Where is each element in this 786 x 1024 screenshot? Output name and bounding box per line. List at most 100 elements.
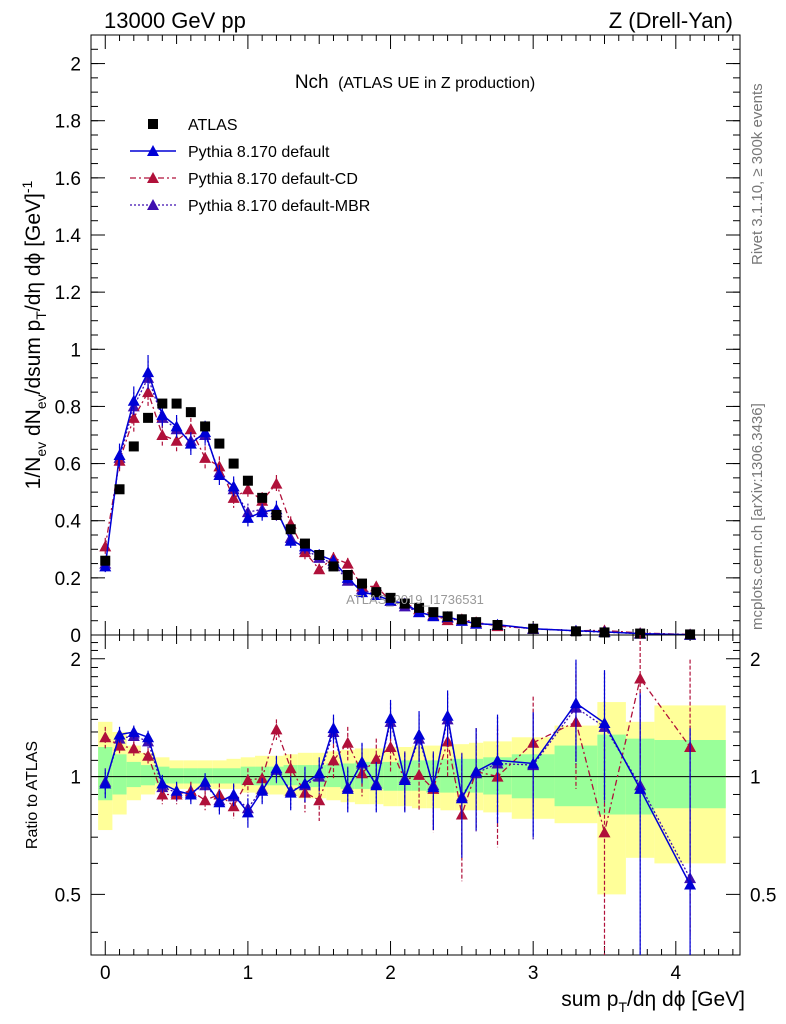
ratio-data-point	[213, 796, 226, 808]
data-point	[342, 570, 353, 580]
ratio-data-point	[156, 777, 169, 789]
uncertainty-band-green	[183, 768, 198, 784]
legend-label: Pythia 8.170 default-CD	[188, 171, 358, 188]
plot-title-main: Nch	[295, 72, 329, 93]
ratio-data-point	[384, 741, 397, 752]
data-point	[100, 555, 111, 566]
ratio-data-point	[256, 772, 269, 784]
ratio-data-point	[413, 728, 426, 740]
data-point	[471, 617, 482, 628]
data-point	[314, 550, 325, 560]
ratio-data-point	[184, 788, 197, 800]
header-process: Z (Drell-Yan)	[609, 8, 733, 33]
legend: ATLAS Pythia 8.170 default Pythia 8.170 de…	[130, 117, 370, 215]
ratio-data-point	[170, 784, 183, 796]
ratio-y-tick-label: 0.5	[55, 885, 81, 906]
uncertainty-band-green	[226, 768, 241, 784]
ratio-data-point	[99, 731, 112, 743]
x-axis-label: sum pT/dη dϕ [GeV]	[561, 988, 745, 1015]
data-point	[414, 602, 425, 613]
data-point	[492, 620, 503, 630]
main-panel: 0 0.2 0.4 0.6 0.8 1 1.2 1.4 1.6 1.8 2 ATLAS_2019_I…	[19, 34, 741, 955]
data-point	[213, 469, 226, 480]
ratio-data-point	[113, 728, 126, 740]
data-point	[356, 586, 369, 598]
ratio-data-point	[327, 754, 340, 766]
data-point	[570, 626, 581, 637]
data-point	[142, 366, 155, 378]
ratio-data-point	[598, 826, 611, 838]
y-tick-label: 1.2	[55, 283, 81, 304]
x-tick-label: 2	[385, 963, 396, 984]
y-tick-label: 0.8	[55, 397, 81, 418]
analysis-watermark: ATLAS_2019_I1736531	[346, 592, 484, 607]
legend-marker	[148, 119, 158, 129]
data-point	[328, 561, 339, 572]
ratio-data-point	[284, 762, 297, 774]
ratio-data-point	[113, 739, 126, 751]
ratio-data-point	[384, 712, 397, 724]
uncertainty-band-green	[126, 761, 141, 788]
data-point	[127, 394, 140, 406]
data-point	[143, 412, 154, 423]
data-point	[228, 458, 239, 469]
ratio-y-tick-label: 0.5	[750, 885, 776, 906]
ratio-data-point	[284, 786, 297, 798]
ratio-y-tick-label: 1	[750, 768, 761, 789]
data-point	[185, 407, 196, 418]
legend-marker	[147, 172, 159, 183]
data-point	[456, 614, 467, 625]
ratio-data-point	[527, 757, 540, 769]
x-tick-label: 3	[528, 963, 539, 984]
ratio-data-point	[142, 731, 155, 743]
x-tick-label: 4	[671, 963, 682, 984]
data-point	[200, 421, 211, 432]
ratio-y-axis-label: Ratio to ATLAS	[24, 741, 41, 849]
data-point	[313, 563, 326, 575]
data-point	[227, 491, 240, 503]
legend-marker	[147, 145, 159, 156]
data-point	[685, 629, 696, 640]
ratio-data-point	[441, 709, 454, 721]
data-point	[341, 557, 354, 569]
plot-title: Nch (ATLAS UE in Z production)	[295, 72, 535, 93]
uncertainty-band-green	[140, 765, 156, 786]
ratio-data-point	[313, 794, 326, 806]
legend-label: Pythia 8.170 default	[188, 144, 330, 161]
ratio-data-point	[569, 697, 582, 709]
data-point	[428, 607, 439, 618]
ratio-data-point	[491, 754, 504, 766]
ratio-data-point	[313, 767, 326, 779]
ratio-data-point	[241, 806, 254, 818]
x-tick-label: 1	[243, 963, 254, 984]
ratio-data-point	[370, 779, 383, 791]
ratio-data-point	[370, 752, 383, 764]
data-point	[199, 426, 212, 438]
uncertainty-band-green	[597, 734, 626, 815]
data-point	[156, 429, 169, 440]
series-atlas	[100, 398, 696, 640]
ratio-panel: 0.5 0.5 1 1 2 2 0 1 2 3 4 Ratio to ATLAS sum pT/dη…	[24, 634, 776, 1015]
data-point	[256, 506, 269, 518]
y-tick-label: 1.6	[55, 169, 81, 190]
data-point	[399, 598, 410, 609]
ratio-data-point	[199, 775, 212, 787]
data-point	[114, 484, 125, 495]
data-point	[170, 420, 183, 432]
data-point	[99, 540, 112, 552]
ratio-data-point	[241, 773, 254, 785]
ratio-data-point	[427, 781, 440, 793]
data-point	[171, 398, 182, 409]
data-point	[442, 611, 453, 622]
data-point	[385, 592, 396, 603]
ratio-data-point	[227, 788, 240, 800]
y-axis-label: 1/Nev dNev/dsum pT/dη dϕ [GeV]-1	[19, 180, 49, 489]
ratio-data-point	[142, 749, 155, 761]
data-point	[284, 534, 297, 546]
data-point	[357, 578, 368, 589]
y-tick-label: 0	[70, 626, 81, 647]
y-tick-label: 0.4	[55, 512, 82, 533]
ratio-panel-frame	[90, 634, 741, 956]
ratio-data-point	[356, 755, 369, 767]
